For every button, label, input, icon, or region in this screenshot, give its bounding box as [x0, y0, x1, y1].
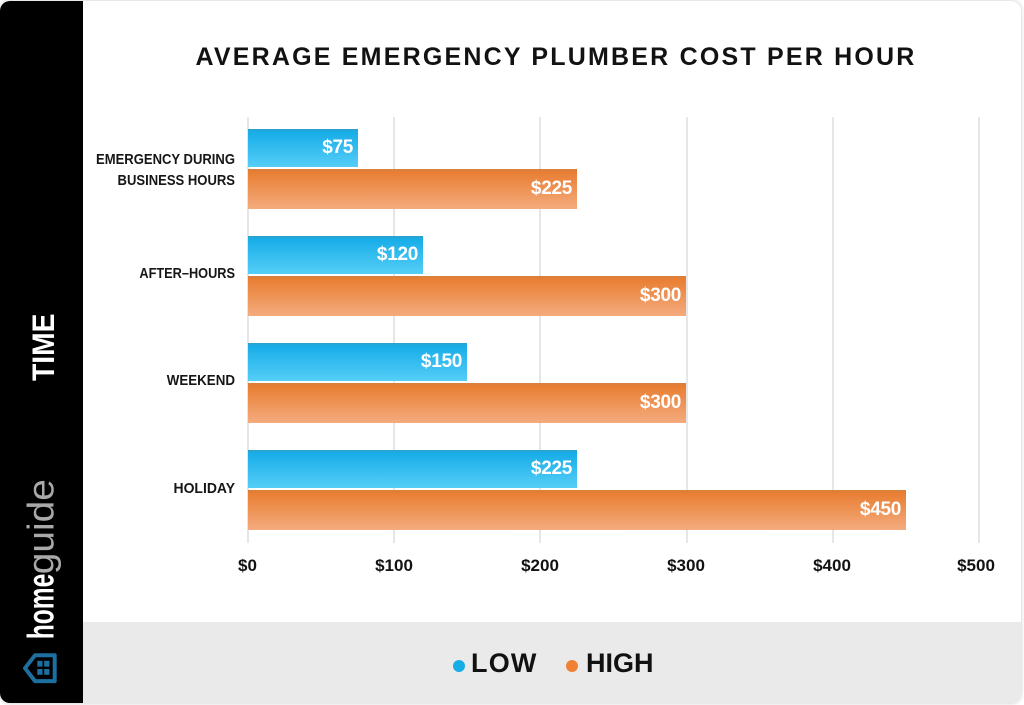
svg-text:home: home [20, 574, 62, 640]
svg-text:TIME: TIME [25, 314, 61, 382]
svg-text:guide: guide [20, 479, 62, 574]
